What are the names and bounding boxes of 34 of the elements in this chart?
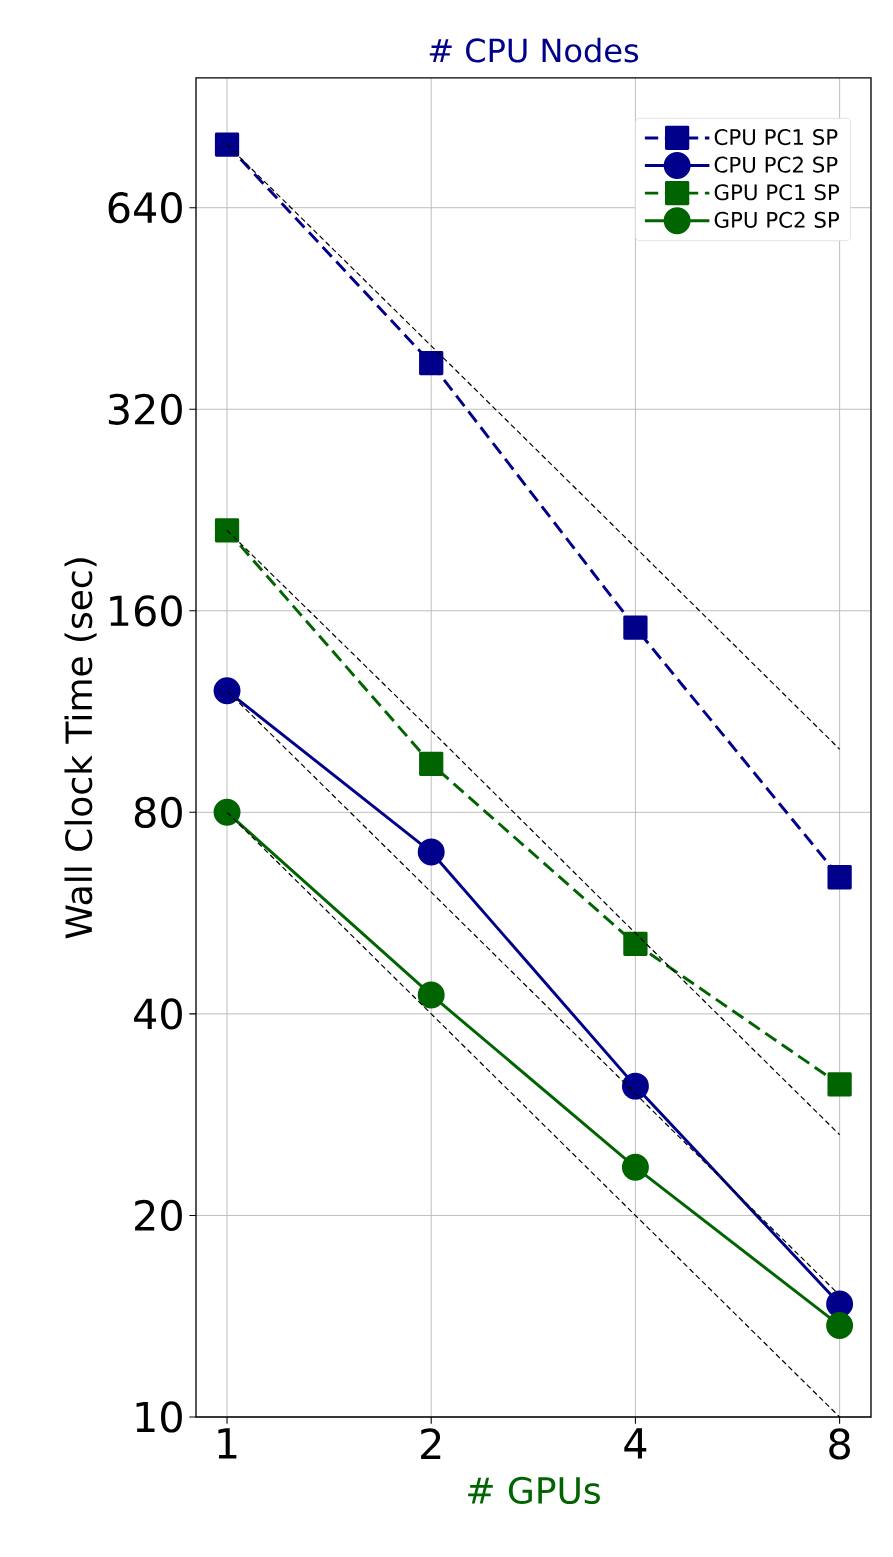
point — [827, 1072, 852, 1097]
point — [213, 798, 241, 826]
point — [419, 751, 444, 777]
point — [623, 931, 648, 956]
legend-label: GPU PC2 SP — [714, 211, 840, 228]
y-tick-label: 160 — [110, 595, 182, 627]
point — [214, 132, 240, 157]
point — [621, 1153, 649, 1181]
x-tick-label: 2 — [421, 1428, 441, 1460]
legend-label: CPU PC1 SP — [714, 129, 838, 146]
legend-label: GPU PC1 SP — [714, 184, 840, 201]
legend-label: CPU PC2 SP — [714, 156, 838, 173]
y-tick-label: 20 — [135, 1199, 182, 1232]
chart-title: # CPU Nodes — [429, 37, 639, 63]
y-tick-label: 80 — [134, 796, 182, 828]
point — [827, 865, 852, 890]
point — [417, 838, 445, 866]
point — [417, 981, 445, 1009]
y-tick-label: 320 — [108, 393, 182, 425]
point — [419, 351, 444, 376]
x-axis-title: # GPUs — [468, 1476, 600, 1505]
x-tick-label: 4 — [624, 1428, 647, 1459]
y-axis-title: Wall Clock Time (sec) — [64, 558, 97, 939]
y-tick-label: 40 — [134, 998, 182, 1030]
x-tick-label: 8 — [829, 1428, 850, 1460]
point — [214, 518, 240, 543]
point — [621, 1072, 649, 1100]
point — [623, 615, 648, 640]
y-tick-label: 10 — [136, 1401, 182, 1433]
y-tick-label: 640 — [108, 192, 182, 224]
x-tick-label: 1 — [218, 1428, 237, 1459]
point — [826, 1290, 854, 1318]
point — [826, 1311, 854, 1339]
point — [213, 677, 241, 705]
